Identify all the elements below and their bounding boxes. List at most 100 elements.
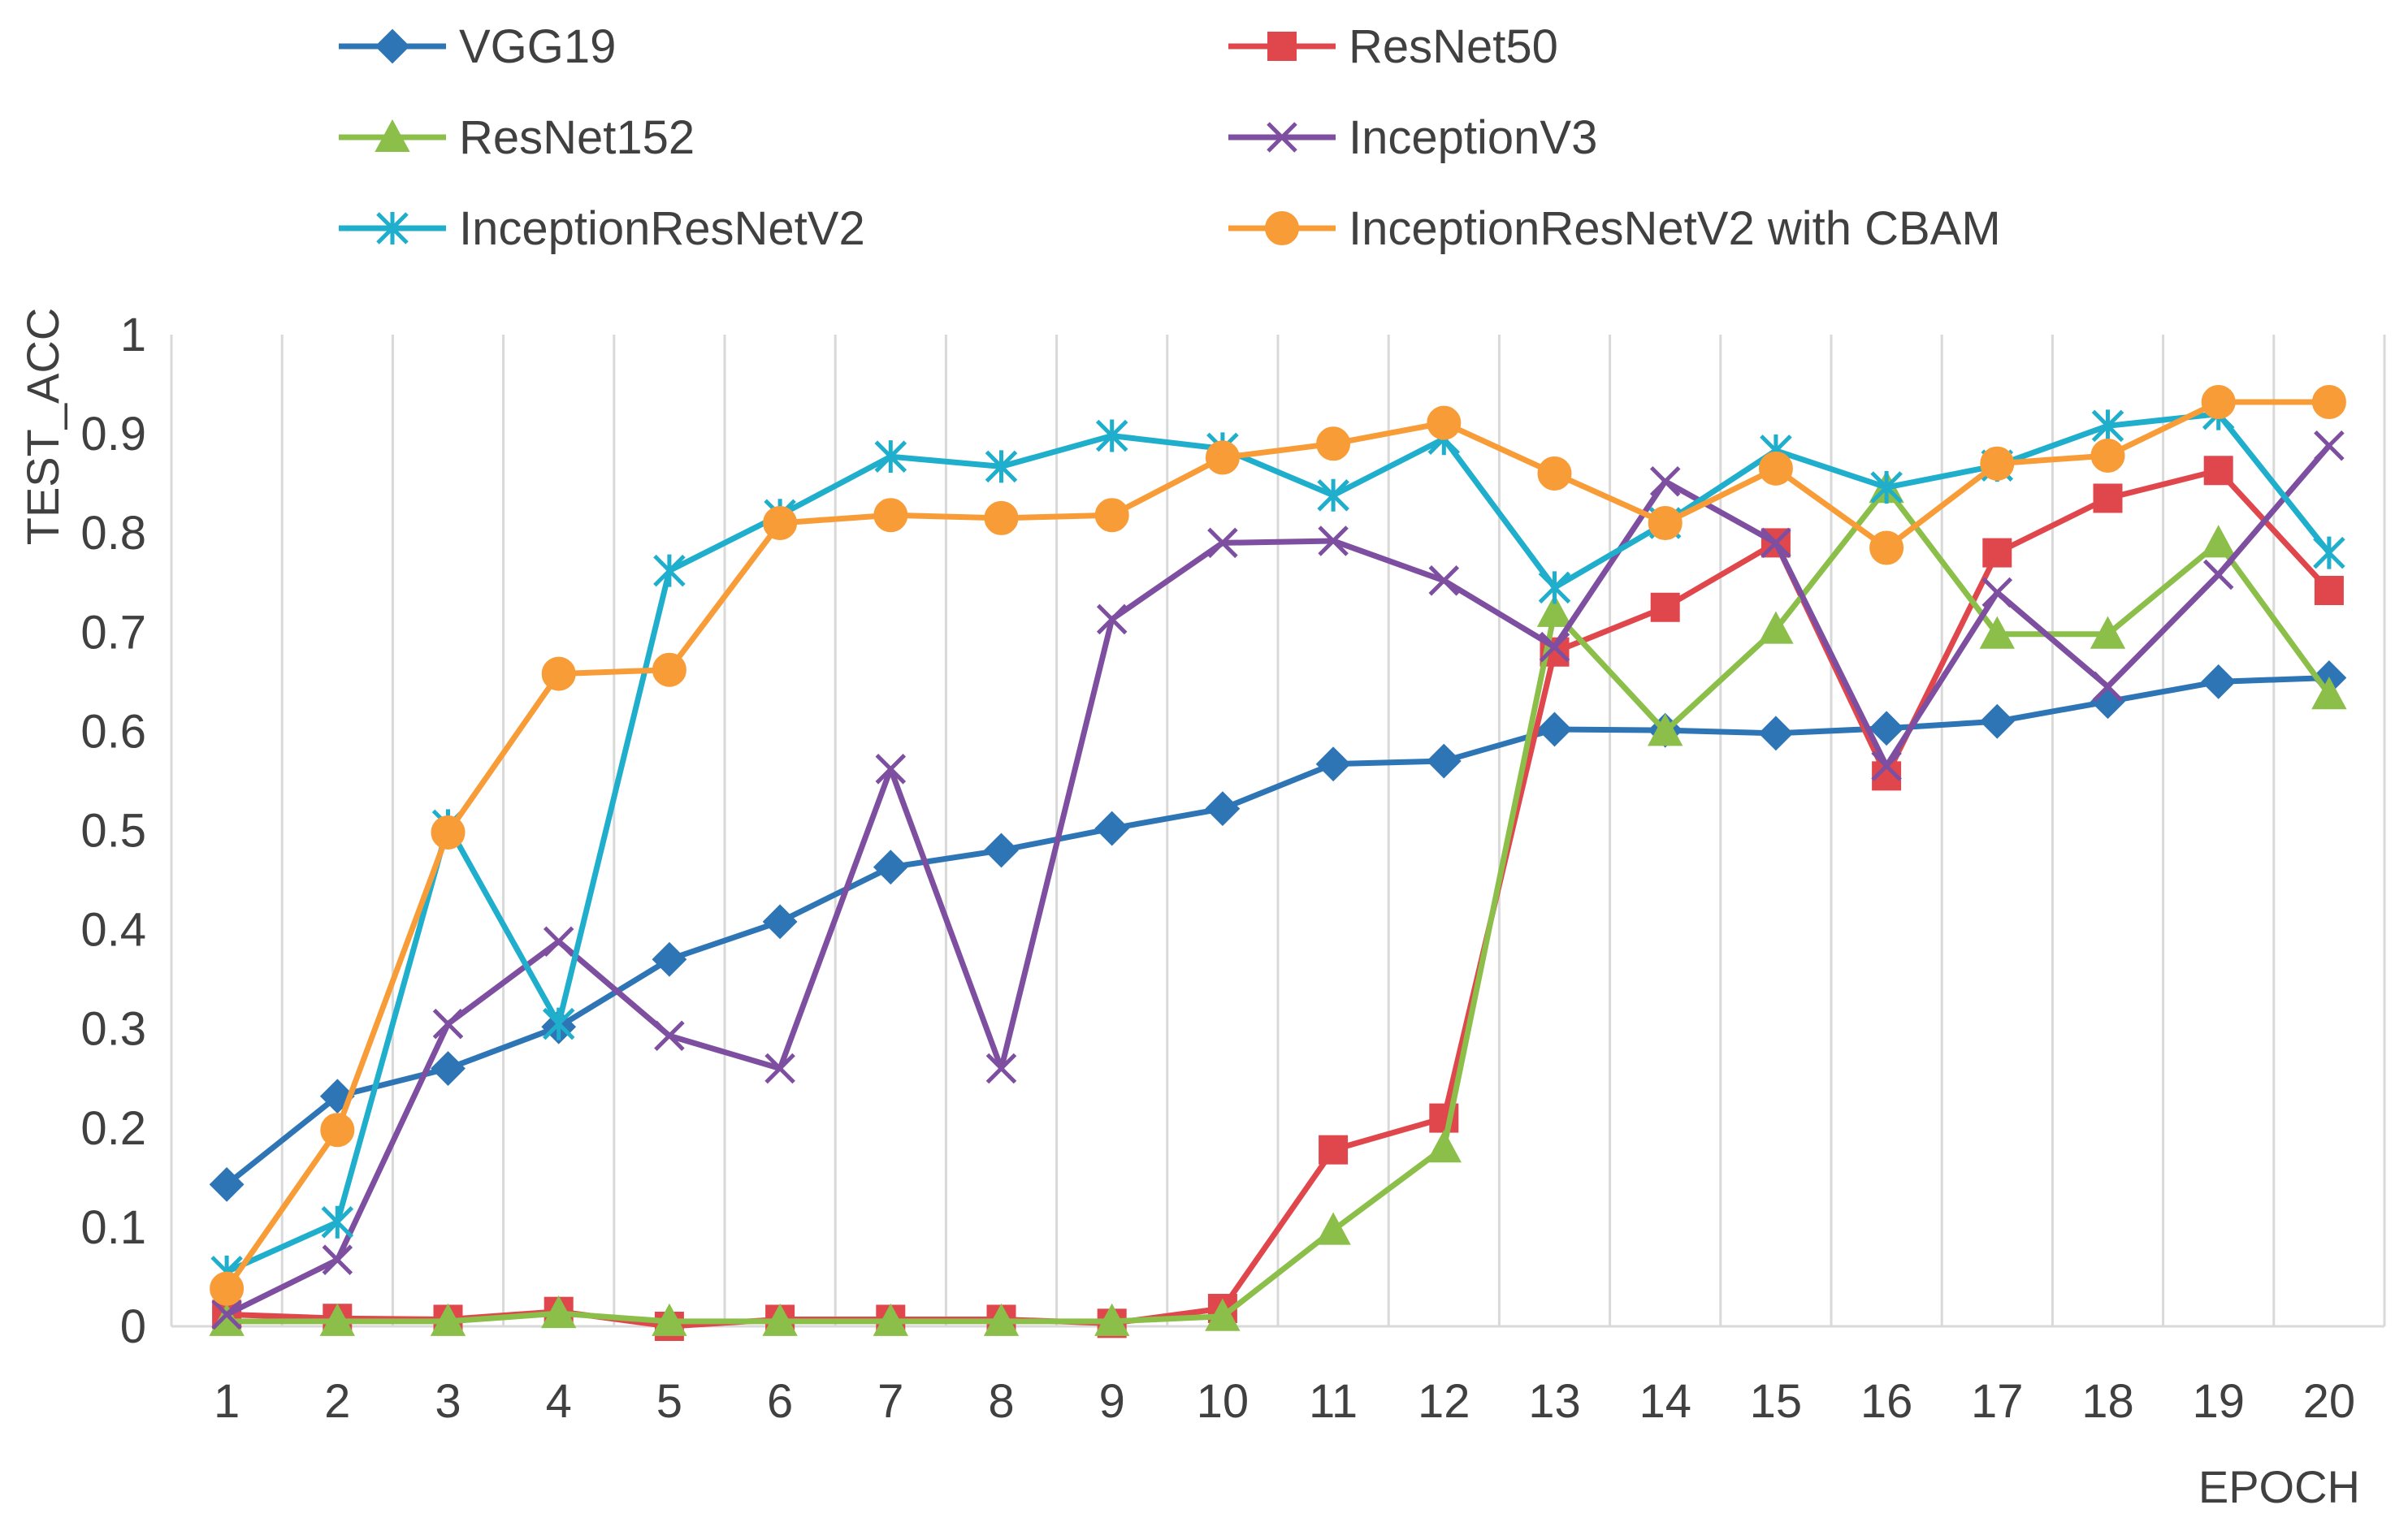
data-point [1538, 571, 1571, 604]
x-tick-label: 8 [988, 1375, 1014, 1428]
data-point [654, 1020, 685, 1052]
data-point [541, 1295, 577, 1329]
y-tick-label: 0.1 [80, 1201, 146, 1254]
x-tick-label: 14 [1639, 1375, 1691, 1428]
data-point [1205, 791, 1241, 827]
data-point [2313, 536, 2345, 569]
y-tick-label: 0.7 [80, 606, 146, 659]
data-point [1980, 446, 2015, 481]
legend-label: ResNet152 [459, 111, 695, 164]
data-point [1315, 1212, 1351, 1245]
legend-item: ResNet50 [1228, 20, 1558, 73]
legend-item: VGG19 [339, 20, 616, 73]
data-point [1319, 1135, 1349, 1165]
data-point [1426, 743, 1462, 779]
x-tick-label: 20 [2303, 1375, 2356, 1428]
data-point [431, 1051, 466, 1086]
data-point [1094, 498, 1129, 533]
x-axis-title: EPOCH [2198, 1461, 2360, 1512]
data-point [1205, 440, 1240, 475]
data-point [1207, 527, 1238, 559]
legend-marker [376, 212, 409, 244]
data-point [1648, 713, 1683, 746]
grid-lines [170, 335, 2386, 1326]
x-tick-label: 10 [1197, 1375, 1249, 1428]
data-point [1869, 711, 1904, 746]
data-point [1650, 592, 1680, 622]
y-tick-label: 0 [120, 1300, 146, 1353]
data-point [1648, 505, 1683, 540]
axes: 00.10.20.30.40.50.60.70.80.911 2 3 4 5 6 7 8 9 10… [80, 309, 2384, 1428]
data-point [1981, 577, 2013, 608]
data-point [1539, 631, 1570, 663]
data-point [2314, 576, 2344, 606]
data-point [2203, 456, 2233, 486]
data-point [763, 505, 798, 540]
data-point [1537, 456, 1572, 491]
legend-marker [375, 119, 410, 152]
data-point [210, 1271, 245, 1306]
data-point [2311, 677, 2347, 710]
data-point [543, 926, 574, 958]
data-point [984, 833, 1019, 868]
data-point [1315, 746, 1351, 782]
series [209, 385, 2347, 1341]
data-point [1428, 565, 1460, 596]
data-point [1979, 616, 2015, 649]
y-tick-label: 0.4 [80, 904, 146, 957]
legend-marker [1267, 32, 1297, 61]
data-point [321, 1205, 354, 1239]
series-inceptionresnetv2-with-cbam [210, 385, 2346, 1306]
legend-marker [375, 28, 410, 64]
legend-item: InceptionResNetV2 with CBAM [1228, 202, 2001, 255]
y-tick-label: 0.5 [80, 805, 146, 858]
x-tick-label: 9 [1099, 1375, 1125, 1428]
data-point [1317, 478, 1349, 512]
data-point [1094, 811, 1130, 846]
series-line [223, 674, 2332, 1187]
x-tick-label: 6 [767, 1375, 793, 1428]
legend-label: VGG19 [459, 20, 616, 73]
data-point [874, 440, 907, 474]
data-point [2314, 430, 2345, 461]
data-point [430, 1303, 466, 1336]
x-tick-label: 13 [1528, 1375, 1581, 1428]
data-point [652, 652, 686, 687]
x-tick-label: 5 [656, 1375, 682, 1428]
data-point [2201, 664, 2237, 699]
x-tick-label: 16 [1860, 1375, 1913, 1428]
legend-label: ResNet50 [1349, 20, 1558, 73]
data-point [1982, 538, 2012, 568]
data-point [2202, 559, 2234, 590]
legend-item: InceptionResNetV2 [339, 202, 865, 255]
x-tick-label: 1 [214, 1375, 240, 1428]
legend-item: ResNet152 [339, 111, 695, 164]
x-tick-label: 12 [1418, 1375, 1470, 1428]
x-tick-label: 2 [324, 1375, 350, 1428]
series-line [223, 485, 2332, 1325]
y-tick-label: 1 [120, 309, 146, 361]
x-tick-label: 18 [2081, 1375, 2134, 1428]
x-tick-label: 17 [1971, 1375, 2024, 1428]
x-tick-label: 11 [1309, 1375, 1358, 1428]
data-point [2091, 409, 2124, 443]
data-point [320, 1113, 355, 1148]
data-point [319, 1303, 355, 1336]
data-point [2090, 684, 2125, 720]
data-point [432, 1008, 464, 1040]
data-point [1318, 525, 1349, 556]
data-point [1094, 1303, 1130, 1336]
data-point [652, 1303, 687, 1336]
data-point [2092, 671, 2124, 703]
y-axis-title: TEST_ACC [17, 308, 68, 546]
data-point [1871, 750, 1902, 781]
data-point [1761, 527, 1791, 559]
data-point [873, 1303, 908, 1336]
data-point [1095, 419, 1128, 452]
x-tick-label: 4 [546, 1375, 572, 1428]
series-line [223, 411, 2332, 1275]
data-point [653, 554, 686, 587]
data-point [542, 1007, 575, 1040]
y-tick-label: 0.6 [80, 705, 146, 758]
